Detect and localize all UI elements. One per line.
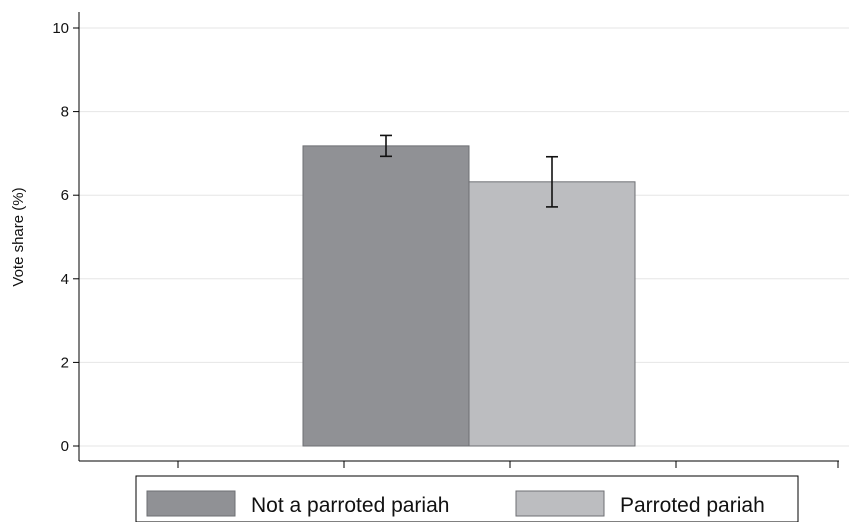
legend-label: Parroted pariah [620, 494, 765, 517]
legend: Not a parroted pariah Parroted pariah [135, 475, 799, 522]
y-tick-label: 0 [61, 438, 69, 455]
y-ticks: 0 2 4 6 8 10 [52, 20, 79, 455]
legend-frame [135, 475, 799, 522]
y-tick-label: 2 [61, 354, 69, 371]
legend-swatch [146, 490, 236, 517]
error-bars [380, 134, 558, 208]
legend-swatch [515, 490, 605, 517]
y-tick-label: 10 [52, 20, 69, 37]
bar-not-parroted-pariah [302, 145, 470, 447]
legend-label: Not a parroted pariah [251, 494, 449, 517]
y-axis-title: Vote share (%) [10, 187, 27, 286]
bars [302, 145, 636, 447]
y-tick-label: 6 [61, 187, 69, 204]
y-tick-label: 8 [61, 104, 69, 121]
x-ticks [177, 461, 839, 468]
bar-parroted-pariah [468, 181, 636, 447]
y-tick-label: 4 [61, 271, 69, 288]
axes [78, 12, 839, 462]
